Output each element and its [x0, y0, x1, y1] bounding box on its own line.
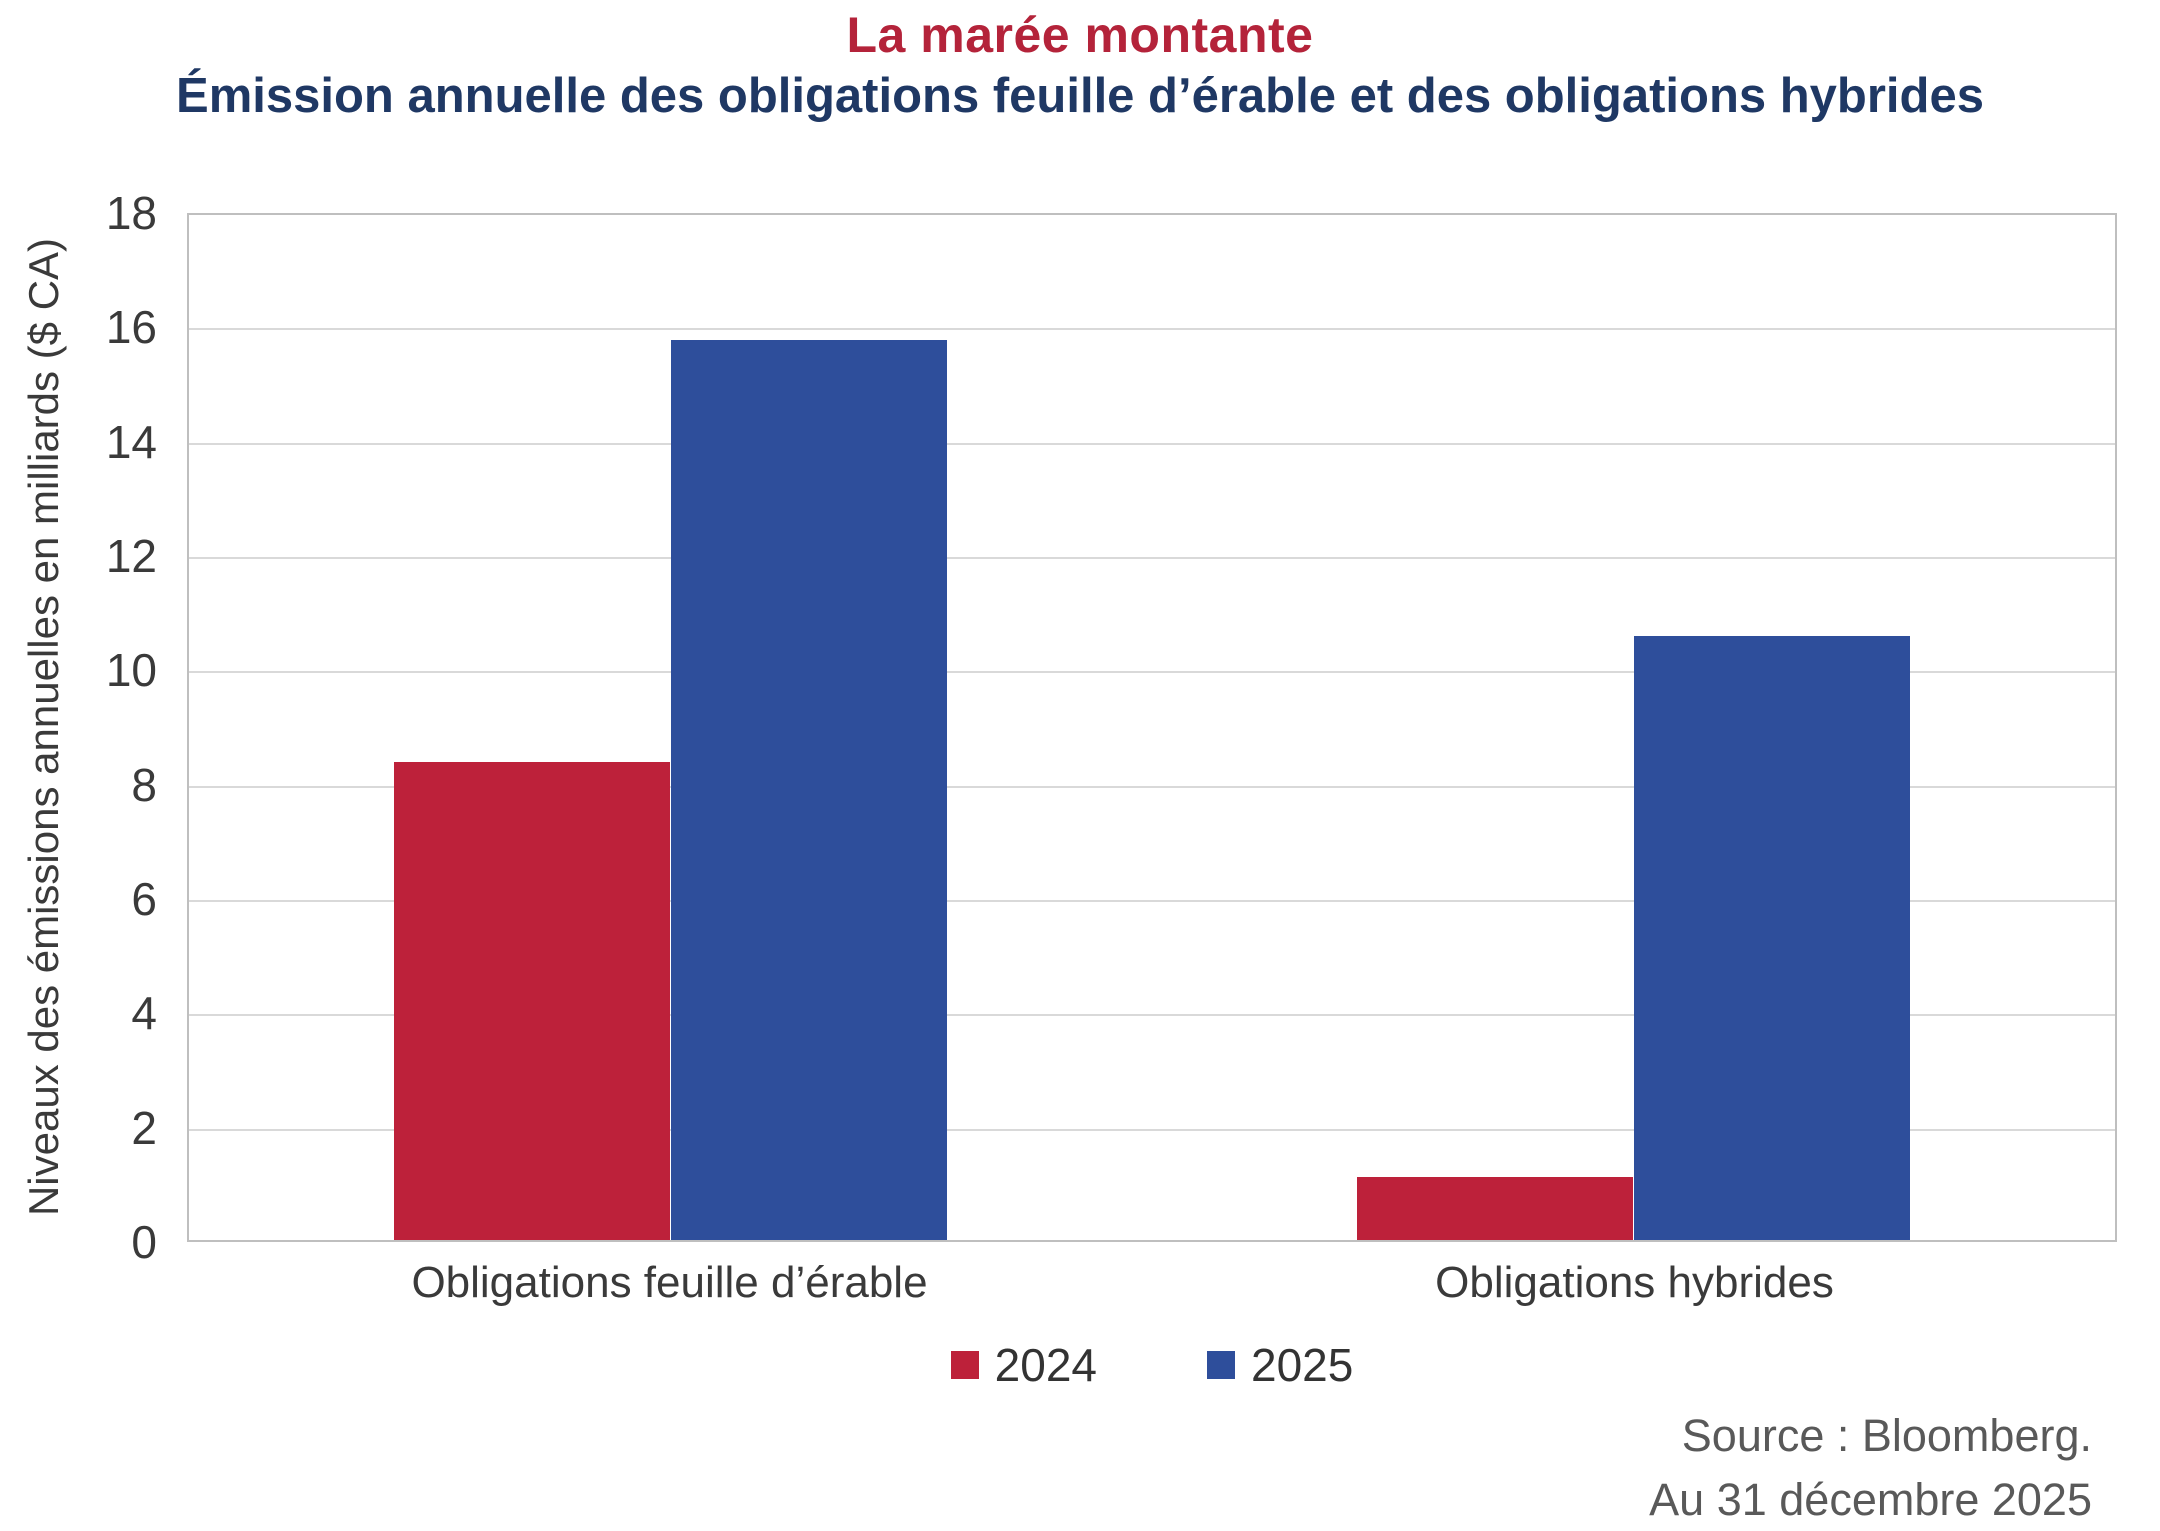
bar-2024-2 [1357, 1177, 1634, 1240]
category-cell-1 [189, 215, 1152, 1240]
plot-area [187, 213, 2117, 1242]
source-line: Source : Bloomberg. [1681, 1410, 2092, 1461]
bar-2025-1 [670, 340, 947, 1240]
y-tick-14: 14 [105, 415, 157, 468]
gridline-4 [189, 1014, 2115, 1017]
x-category-label-1: Obligations feuille d’érable [411, 1258, 928, 1307]
bar-2025-2 [1633, 636, 1910, 1240]
bar-2024-1 [394, 761, 671, 1240]
x-axis-category-labels: Obligations feuille d’érable Obligations … [187, 1258, 2117, 1318]
gridline-12 [189, 557, 2115, 559]
gridline-2 [189, 1128, 2115, 1131]
legend-item-2025: 2025 [1207, 1338, 1353, 1392]
category-cell-2 [1152, 215, 2115, 1240]
x-category-label-2: Obligations hybrides [1435, 1258, 1834, 1307]
y-tick-6: 6 [131, 873, 157, 925]
y-tick-16: 16 [105, 301, 157, 354]
gridline-6 [189, 900, 2115, 902]
y-tick-2: 2 [131, 1101, 157, 1154]
gridline-14 [189, 442, 2115, 445]
y-tick-18: 18 [105, 187, 157, 239]
legend-swatch-icon-2025 [1207, 1351, 1235, 1379]
chart-subtitle: Émission annuelle des obligations feuill… [176, 69, 1984, 123]
y-tick-10: 10 [105, 644, 157, 697]
source-note: Source : Bloomberg. Au 31 décembre 2025 [1649, 1404, 2092, 1531]
legend: 2024 2025 [187, 1338, 2117, 1392]
gridline-16 [189, 328, 2115, 331]
gridline-10 [189, 671, 2115, 674]
legend-item-2024: 2024 [950, 1338, 1097, 1392]
legend-label-2025: 2025 [1251, 1339, 1354, 1391]
legend-swatch-icon-2024 [950, 1351, 979, 1379]
as-of-line: Au 31 décembre 2025 [1649, 1474, 2092, 1525]
legend-label-2024: 2024 [994, 1339, 1097, 1391]
chart-title: La marée montante [846, 7, 1314, 63]
gridline-8 [189, 785, 2115, 788]
y-tick-0: 0 [131, 1216, 157, 1268]
y-tick-8: 8 [131, 758, 157, 811]
y-axis-tick-labels: 0 2 4 6 8 10 12 14 16 18 [0, 187, 157, 1268]
y-tick-4: 4 [131, 987, 157, 1040]
y-tick-12: 12 [105, 530, 157, 582]
